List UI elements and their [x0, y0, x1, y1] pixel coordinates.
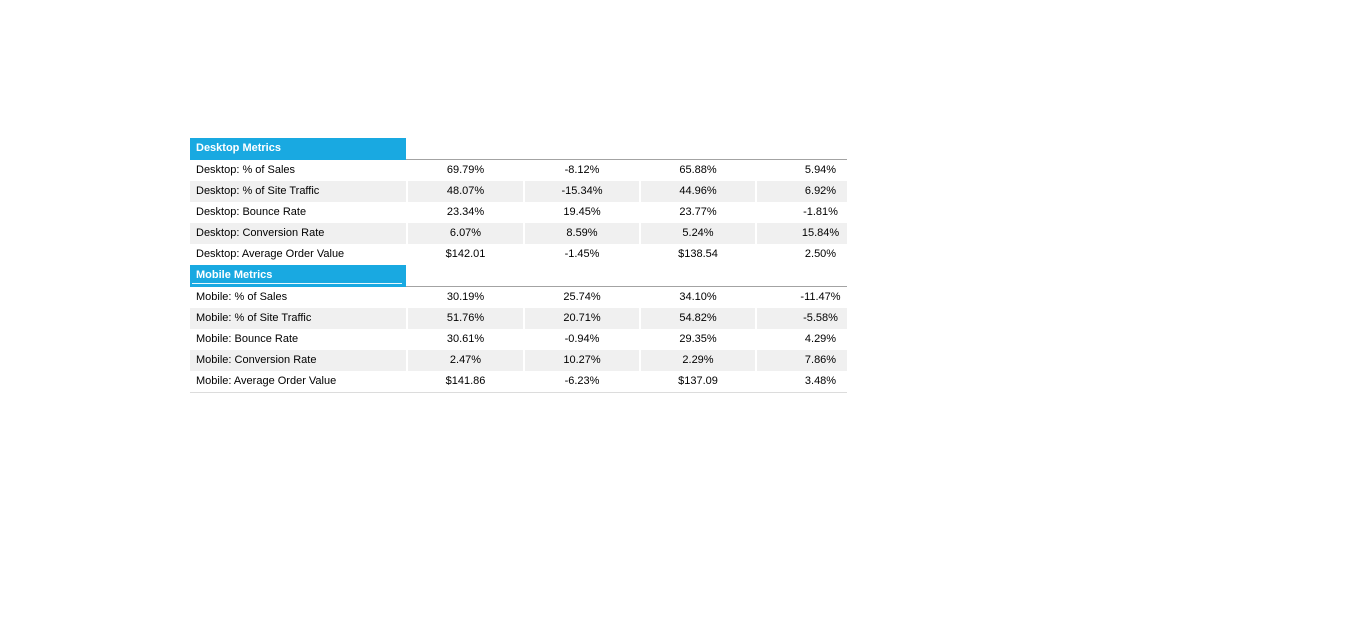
metric-value: 29.35%	[639, 329, 755, 350]
table-row: Desktop: % of Site Traffic 48.07% -15.34% 4…	[190, 181, 847, 202]
metric-label: Desktop: % of Site Traffic	[190, 181, 406, 202]
metric-value: -1.81%	[755, 202, 847, 223]
metric-value: $138.54	[639, 244, 755, 265]
metric-value: 7.86%	[755, 350, 847, 371]
section-header-desktop-metrics: Desktop Metrics	[190, 138, 847, 160]
metric-value: 8.59%	[523, 223, 639, 244]
metric-value: 4.29%	[755, 329, 847, 350]
metric-value: 44.96%	[639, 181, 755, 202]
metric-value: 20.71%	[523, 308, 639, 329]
metric-value: 5.94%	[755, 160, 847, 181]
metric-value: -5.58%	[755, 308, 847, 329]
table-row: Mobile: Conversion Rate 2.47% 10.27% 2.29% 7…	[190, 350, 847, 371]
metric-value: 3.48%	[755, 371, 847, 392]
table-row: Desktop: Average Order Value $142.01 -1.45…	[190, 244, 847, 265]
section-title: Mobile Metrics	[196, 269, 273, 281]
metric-label: Desktop: % of Sales	[190, 160, 406, 181]
metric-value: 65.88%	[639, 160, 755, 181]
metric-value: 30.19%	[406, 287, 523, 308]
metric-value: 51.76%	[406, 308, 523, 329]
metric-value: 6.07%	[406, 223, 523, 244]
table-row: Desktop: Conversion Rate 6.07% 8.59% 5.24% 1…	[190, 223, 847, 244]
table-row: Mobile: Average Order Value $141.86 -6.23%…	[190, 371, 847, 392]
metric-value: 2.50%	[755, 244, 847, 265]
metric-label: Mobile: Average Order Value	[190, 371, 406, 392]
metric-label: Mobile: Conversion Rate	[190, 350, 406, 371]
metric-label: Mobile: % of Site Traffic	[190, 308, 406, 329]
metric-value: 5.24%	[639, 223, 755, 244]
metric-value: -0.94%	[523, 329, 639, 350]
metric-value: -15.34%	[523, 181, 639, 202]
section-title: Desktop Metrics	[196, 142, 281, 154]
metric-value: 25.74%	[523, 287, 639, 308]
section-title-band-mobile-metrics: Mobile Metrics	[190, 265, 406, 287]
metric-value: 19.45%	[523, 202, 639, 223]
metric-value: 15.84%	[755, 223, 847, 244]
metrics-table: Desktop Metrics Desktop: % of Sales 69.79%…	[190, 138, 847, 393]
table-row: Mobile: Bounce Rate 30.61% -0.94% 29.35% 4.2…	[190, 329, 847, 350]
metric-value: 10.27%	[523, 350, 639, 371]
metric-label: Desktop: Average Order Value	[190, 244, 406, 265]
metric-value: 2.29%	[639, 350, 755, 371]
metric-value: -11.47%	[755, 287, 847, 308]
table-row: Mobile: % of Sales 30.19% 25.74% 34.10% -11.…	[190, 287, 847, 308]
metric-value: 69.79%	[406, 160, 523, 181]
section-header-mobile-metrics: Mobile Metrics	[190, 265, 847, 287]
metric-value: $142.01	[406, 244, 523, 265]
metric-value: 34.10%	[639, 287, 755, 308]
table-row: Desktop: % of Sales 69.79% -8.12% 65.88% 5.9…	[190, 160, 847, 181]
table-row: Mobile: % of Site Traffic 51.76% 20.71% 54.…	[190, 308, 847, 329]
metric-value: $137.09	[639, 371, 755, 392]
metric-value: 6.92%	[755, 181, 847, 202]
metric-value: $141.86	[406, 371, 523, 392]
metric-value: -8.12%	[523, 160, 639, 181]
metric-value: -6.23%	[523, 371, 639, 392]
metric-value: 23.34%	[406, 202, 523, 223]
metric-value: 2.47%	[406, 350, 523, 371]
metric-value: 54.82%	[639, 308, 755, 329]
table-row: Desktop: Bounce Rate 23.34% 19.45% 23.77% -1…	[190, 202, 847, 223]
section-title-band-desktop-metrics: Desktop Metrics	[190, 138, 406, 160]
metric-label: Desktop: Conversion Rate	[190, 223, 406, 244]
metric-label: Desktop: Bounce Rate	[190, 202, 406, 223]
metric-label: Mobile: % of Sales	[190, 287, 406, 308]
metric-value: 48.07%	[406, 181, 523, 202]
metric-value: 30.61%	[406, 329, 523, 350]
metric-value: -1.45%	[523, 244, 639, 265]
metric-value: 23.77%	[639, 202, 755, 223]
metric-label: Mobile: Bounce Rate	[190, 329, 406, 350]
